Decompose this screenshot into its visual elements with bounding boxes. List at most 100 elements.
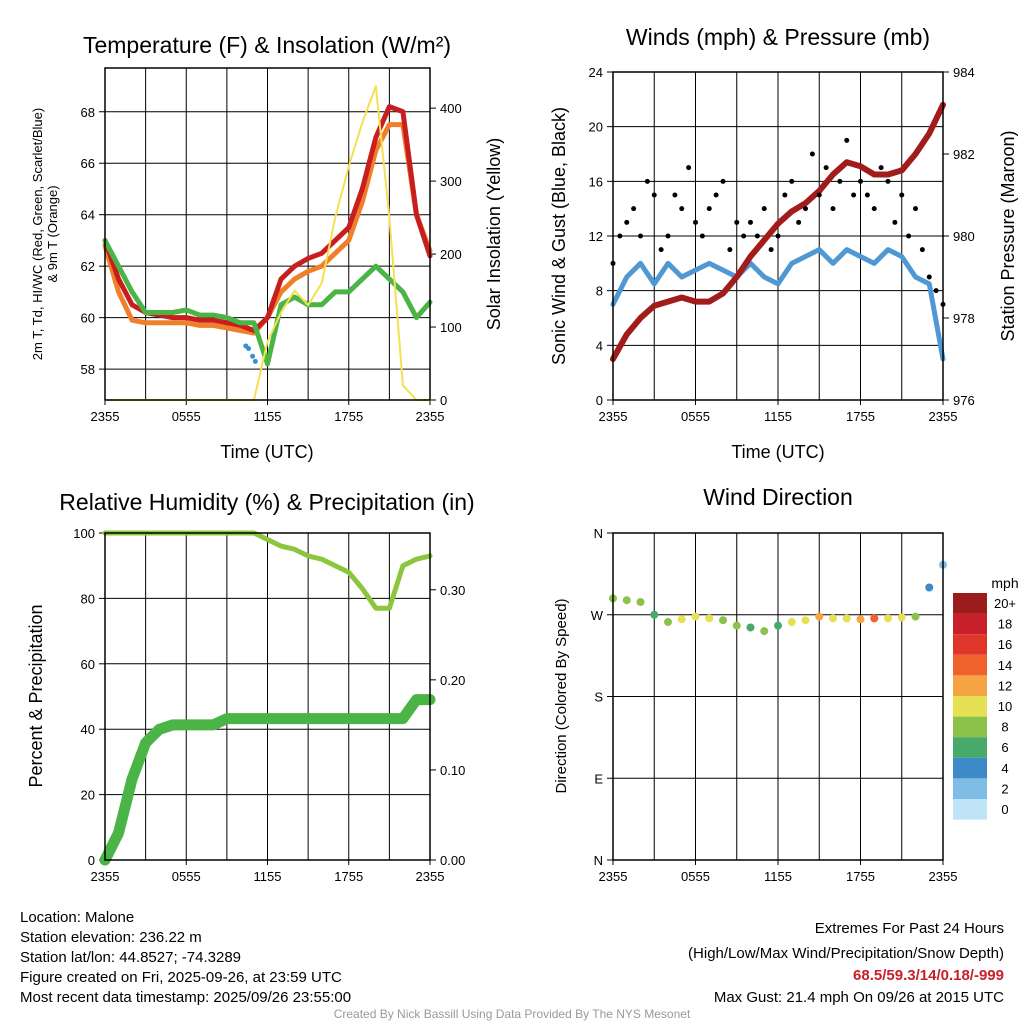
y-right-tick-label: 978 xyxy=(953,311,975,326)
gust-point xyxy=(672,192,678,198)
colorbar-label: 20+ xyxy=(994,596,1016,611)
footer-latlon: Station lat/lon: 44.8527; -74.3289 xyxy=(20,949,241,966)
y-tick-label: E xyxy=(594,771,603,786)
x-tick-label: 0555 xyxy=(681,869,710,884)
y-right-tick-label: 400 xyxy=(440,101,462,116)
gust-point xyxy=(693,219,698,225)
temp-ylabel-1: 2m T, Td, HI/WC (Red, Green, Scarlet/Blu… xyxy=(30,108,45,360)
x-tick-label: 0555 xyxy=(172,409,201,424)
credit: Created By Nick Bassill Using Data Provi… xyxy=(334,1007,691,1021)
gust-point xyxy=(782,192,788,198)
direction-point xyxy=(801,616,810,625)
gust-point xyxy=(851,192,857,198)
colorbar-label: 16 xyxy=(998,637,1012,652)
y-tick-label: W xyxy=(591,608,604,623)
direction-point xyxy=(870,614,879,623)
y-right-tick-label: 0 xyxy=(440,393,447,408)
colorbar-swatch xyxy=(953,737,987,758)
direction-point xyxy=(650,610,659,619)
temp-title: Temperature (F) & Insolation (W/m²) xyxy=(83,32,451,58)
colorbar-swatch xyxy=(953,593,987,614)
colorbar-swatch xyxy=(953,799,987,820)
y-right-tick-label: 984 xyxy=(953,65,975,80)
x-tick-label: 1155 xyxy=(764,869,792,884)
gust-point xyxy=(803,206,808,212)
direction-point xyxy=(636,598,645,607)
gust-point xyxy=(617,233,623,239)
x-tick-label: 0555 xyxy=(172,869,201,884)
gust-point xyxy=(624,219,630,225)
colorbar-label: 6 xyxy=(1001,740,1008,755)
y-right-tick-label: 0.10 xyxy=(440,763,465,778)
gust-point xyxy=(837,178,843,184)
direction-point xyxy=(622,596,631,605)
colorbar-label: 14 xyxy=(998,658,1012,673)
colorbar-swatch xyxy=(953,675,987,696)
direction-point xyxy=(705,614,714,623)
hi-wc-point xyxy=(252,358,258,364)
gust-point xyxy=(748,219,753,225)
direction-point xyxy=(842,614,851,623)
series-pressure xyxy=(610,101,946,362)
y-right-tick-label: 0.30 xyxy=(440,583,465,598)
x-tick-label: 0555 xyxy=(681,409,710,424)
x-tick-label: 2355 xyxy=(416,869,445,884)
gust-point xyxy=(665,233,671,239)
gust-point xyxy=(651,192,657,198)
gust-point xyxy=(871,206,877,212)
x-tick-label: 2355 xyxy=(599,869,628,884)
direction-point xyxy=(856,615,865,624)
gust-point xyxy=(906,233,912,239)
y-right-tick-label: 982 xyxy=(953,147,975,162)
colorbar-swatch xyxy=(953,757,987,779)
y-tick-label: 8 xyxy=(596,284,603,299)
plot-frame xyxy=(104,67,431,401)
x-tick-label: 1155 xyxy=(764,409,792,424)
gust-point xyxy=(679,206,685,212)
y-right-tick-label: 300 xyxy=(440,174,462,189)
temp-ylabel-right: Solar Insolation (Yellow) xyxy=(484,138,504,330)
gust-point xyxy=(892,219,898,225)
gust-point xyxy=(768,247,774,253)
y-right-tick-label: 976 xyxy=(953,393,975,408)
gust-point xyxy=(830,206,836,212)
y-tick-label: 62 xyxy=(81,259,95,274)
colorbar-label: 8 xyxy=(1001,720,1008,735)
gust-point xyxy=(864,192,870,198)
gust-point xyxy=(631,206,637,212)
plot-frame xyxy=(104,532,431,861)
wind-ylabel-right: Station Pressure (Maroon) xyxy=(998,130,1018,341)
y-tick-label: 80 xyxy=(81,591,95,606)
temp-ylabel-2: & 9m T (Orange) xyxy=(45,185,60,282)
y-tick-label: S xyxy=(594,690,603,705)
y-tick-label: 20 xyxy=(589,120,603,135)
direction-point xyxy=(746,623,755,632)
gust-point xyxy=(706,206,712,212)
y-right-tick-label: 200 xyxy=(440,247,462,262)
colorbar-swatch xyxy=(953,634,987,655)
y-tick-label: N xyxy=(594,853,603,868)
x-tick-label: 2355 xyxy=(416,409,445,424)
gust-point xyxy=(713,192,719,198)
gust-point xyxy=(741,233,747,239)
footer-left: Location: Malone Station elevation: 236.… xyxy=(20,909,351,1006)
x-tick-label: 1755 xyxy=(846,409,875,424)
direction-point xyxy=(774,621,782,630)
y-right-tick-label: 0.00 xyxy=(440,853,465,868)
extremes-values: 68.5/59.3/14/0.18/-999 xyxy=(853,967,1004,984)
wind-xlabel: Time (UTC) xyxy=(731,442,824,462)
plot-frame xyxy=(612,71,944,401)
gust-point xyxy=(699,233,705,239)
colorbar-label: 10 xyxy=(998,699,1012,714)
gust-point xyxy=(899,192,905,198)
x-tick-label: 2355 xyxy=(599,409,628,424)
x-tick-label: 1155 xyxy=(254,869,282,884)
colorbar-swatch xyxy=(953,696,987,717)
gust-point xyxy=(885,178,891,184)
direction-point xyxy=(815,612,824,621)
gust-point xyxy=(823,165,829,171)
footer-right: Extremes For Past 24 Hours (High/Low/Max… xyxy=(688,920,1004,1006)
gust-point xyxy=(844,137,850,143)
dir-ylabel: Direction (Colored By Speed) xyxy=(553,598,570,793)
